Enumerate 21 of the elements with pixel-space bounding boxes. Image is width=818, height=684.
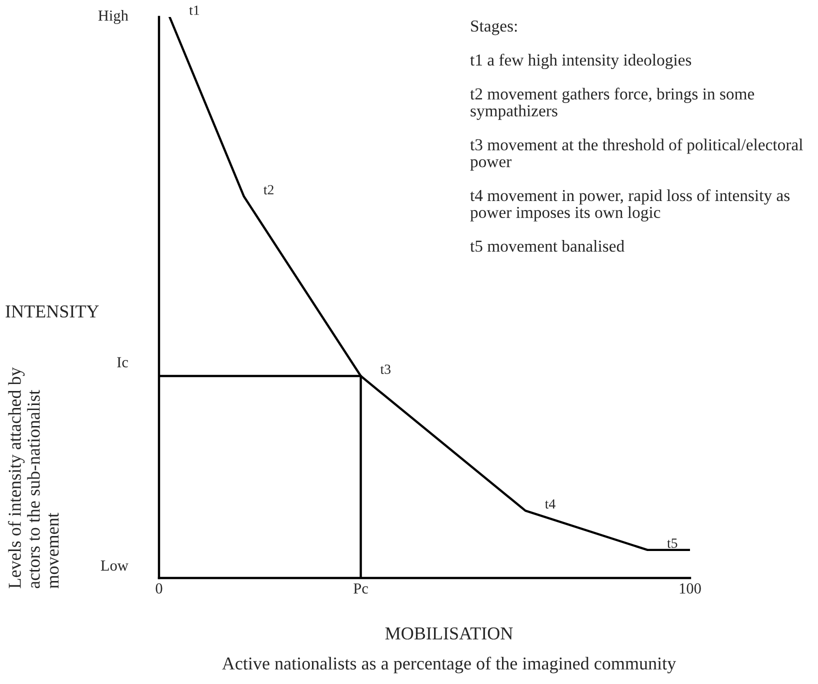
x-axis-title: MOBILISATION (385, 627, 513, 640)
annotation: t4 (544, 499, 556, 509)
x-tick-label: 0 (156, 583, 162, 594)
annotation: t2 movement gathers force, brings in some sympathizers (470, 88, 754, 120)
x-tick-label: 100 (680, 583, 701, 594)
x-tick-label: Pc (354, 583, 368, 594)
annotation: t5 movement banalised (470, 240, 624, 252)
annotation: t1 (189, 6, 200, 15)
ref-line-label: Ic (117, 357, 128, 368)
annotation: Stages: (471, 20, 517, 36)
annotation: t1 a few high intensity ideologies (470, 54, 692, 70)
annotation: t3 movement at the threshold of political/electoral power (470, 138, 803, 171)
annotation: t3 (380, 364, 390, 374)
annotation: t4 movement in power, rapid loss of intensity as power imposes its own logic (470, 189, 790, 222)
text: Active nationalists as a percentage of the imagined community (222, 656, 676, 674)
text: Low (100, 560, 128, 571)
text: High (98, 10, 128, 24)
text: Levels of intensity attached by actors to the sub-nationalist movement (8, 367, 59, 588)
annotation: t5 (667, 538, 678, 548)
annotation: t2 (264, 185, 274, 194)
text: INTENSITY (6, 305, 99, 318)
